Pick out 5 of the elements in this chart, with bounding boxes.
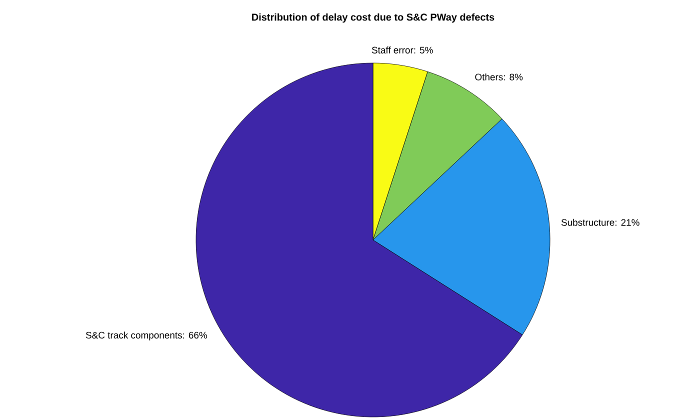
chart-title: Distribution of delay cost due to S&C PWay defects [252, 13, 494, 23]
slice-label: Substructure: 21% [561, 218, 640, 226]
slice-label: Staff error: 5% [372, 46, 433, 54]
slice-label: Others: 8% [475, 73, 523, 80]
slice-label: S&C track components: 66% [86, 332, 208, 340]
